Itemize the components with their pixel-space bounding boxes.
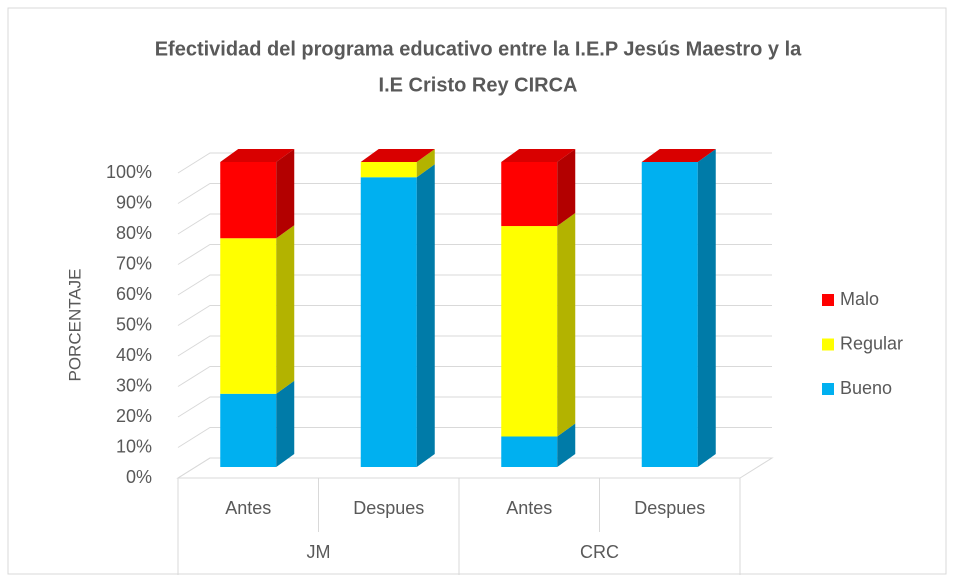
bar-segment [641, 162, 698, 467]
y-tick-label: 100% [106, 162, 152, 182]
x-tick-label: Antes [506, 498, 552, 518]
bar-side [557, 149, 576, 227]
grid-line [177, 152, 772, 174]
bar-side [276, 225, 295, 394]
bar-side [416, 164, 435, 467]
x-tick-label: Despues [353, 498, 424, 518]
legend-swatch [822, 383, 834, 395]
y-tick-label: 40% [116, 345, 152, 365]
grid-line [177, 305, 772, 326]
bar-side [557, 423, 576, 467]
y-tick-label: 50% [116, 314, 152, 334]
bar-side [416, 149, 435, 178]
bar-segment [220, 393, 277, 467]
chart-title: I.E Cristo Rey CIRCA [379, 74, 578, 96]
bar-side [276, 149, 295, 239]
grid-line [177, 366, 772, 387]
y-tick-label: 10% [116, 436, 152, 456]
bar-segment [501, 436, 558, 467]
chart-border [7, 7, 947, 575]
y-tick-label: 80% [116, 223, 152, 243]
grid-line [177, 396, 772, 418]
grid-line [177, 244, 772, 265]
bar-top [220, 149, 295, 162]
legend-label: Regular [840, 333, 903, 353]
bar-segment [360, 177, 417, 467]
legend-label: Bueno [840, 378, 892, 398]
grid-line [177, 427, 772, 448]
legend-swatch [822, 294, 834, 306]
grid-line [177, 183, 772, 204]
grid-line [177, 213, 772, 235]
chart-title: Efectividad del programa educativo entre… [155, 38, 802, 60]
legend-swatch [822, 338, 834, 351]
bar-top [501, 149, 576, 162]
bar-segment [220, 238, 277, 394]
y-tick-label: 70% [116, 253, 152, 273]
y-axis-label: PORCENTAJE [65, 268, 84, 381]
x-group-label: JM [307, 542, 331, 562]
y-tick-label: 60% [116, 284, 152, 304]
y-tick-label: 30% [116, 375, 152, 395]
y-tick-label: 90% [116, 192, 152, 212]
y-tick-label: 0% [126, 467, 152, 487]
bar-side [557, 213, 576, 437]
grid-line [177, 457, 772, 479]
x-tick-label: Antes [225, 498, 271, 518]
bar-top [641, 149, 716, 162]
bar-top [360, 149, 435, 162]
legend-label: Malo [840, 289, 879, 309]
bar-segment [501, 226, 558, 437]
bar-segment [501, 162, 558, 227]
grid-line [177, 274, 772, 296]
bar-side [276, 380, 295, 467]
x-group-label: CRC [580, 542, 619, 562]
grid-line [177, 335, 772, 357]
bar-segment [220, 162, 277, 239]
x-tick-label: Despues [634, 498, 705, 518]
y-tick-label: 20% [116, 406, 152, 426]
bar-side [697, 149, 716, 467]
bar-segment [360, 162, 417, 178]
